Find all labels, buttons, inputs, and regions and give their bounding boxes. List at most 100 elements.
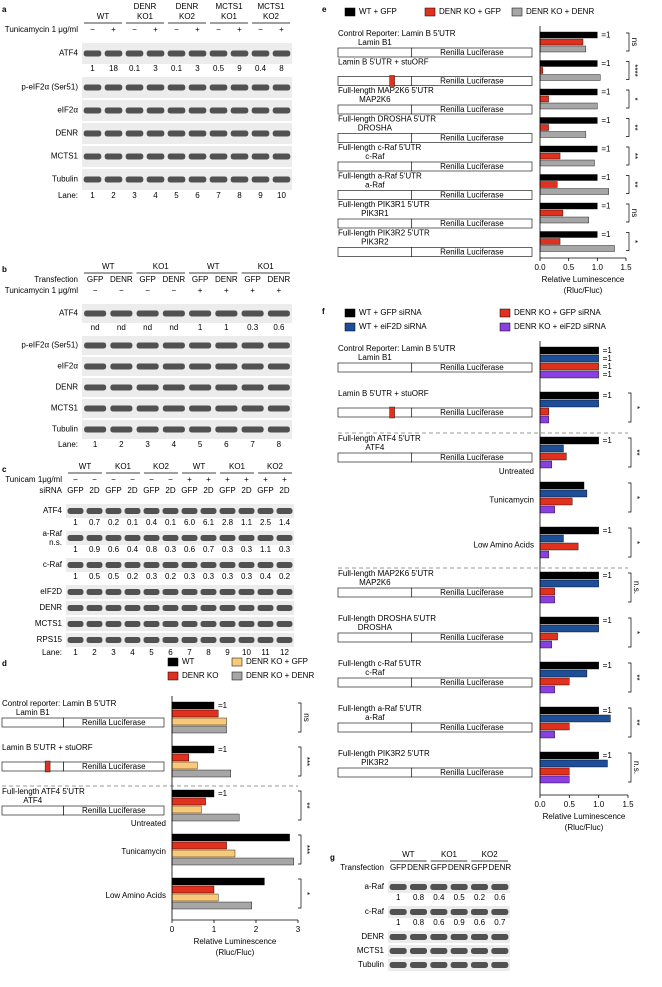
- band: [257, 605, 274, 611]
- reporter-label: Renilla Luciferase: [440, 453, 504, 462]
- band: [104, 84, 123, 91]
- blot-strip: [82, 378, 292, 397]
- blot-strip: [82, 77, 292, 98]
- bar: [539, 391, 599, 400]
- bar: [539, 407, 550, 416]
- value-label: =1: [601, 173, 611, 182]
- band: [188, 50, 207, 57]
- band: [276, 621, 293, 627]
- x-tick-label: 1.0: [592, 263, 604, 272]
- band: [143, 637, 160, 643]
- group-header: KO2: [482, 850, 499, 859]
- panel-letter: f: [322, 307, 325, 316]
- band: [124, 637, 141, 643]
- utr-box: [337, 218, 413, 229]
- band: [251, 130, 270, 137]
- quant: 1: [198, 323, 203, 332]
- band: [162, 589, 179, 595]
- band: [276, 508, 293, 514]
- band: [200, 508, 217, 514]
- row-label: eIF2α: [57, 362, 78, 371]
- band: [491, 884, 509, 890]
- quant: 1.4: [279, 518, 291, 527]
- bar: [539, 31, 598, 39]
- bar: [171, 841, 227, 850]
- band: [189, 426, 212, 433]
- significance: n.s.: [632, 581, 641, 594]
- quant: 8: [279, 64, 284, 73]
- group-header: WT: [79, 462, 92, 471]
- bar: [539, 526, 599, 535]
- band: [450, 934, 468, 940]
- construct-name: MAP2K6: [359, 95, 391, 104]
- band: [162, 363, 185, 370]
- panel-letter: g: [330, 853, 335, 862]
- legend-swatch: [344, 322, 356, 332]
- group-header: WT: [102, 262, 115, 271]
- group-header: KO1: [221, 12, 238, 21]
- condition-value: GFP: [67, 486, 83, 495]
- band: [162, 508, 179, 514]
- band: [189, 363, 212, 370]
- group-header: WT: [207, 262, 220, 271]
- band: [219, 508, 236, 514]
- band: [251, 153, 270, 160]
- bar: [539, 579, 599, 588]
- lane-number: 7: [216, 191, 221, 200]
- legend-label: WT + GFP: [359, 7, 397, 16]
- x-tick-label: 0.5: [563, 263, 575, 272]
- construct-title: Full-length PIK3R2 5'UTR: [338, 229, 430, 238]
- construct-name: ATF4: [365, 443, 385, 452]
- bar: [539, 174, 598, 181]
- band: [167, 130, 186, 137]
- utr-box: [337, 161, 413, 172]
- quant: 0.4: [260, 572, 272, 581]
- quant: 1.1: [260, 545, 272, 554]
- lane-number: 2: [92, 648, 97, 657]
- value-label: =1: [218, 789, 228, 798]
- bar: [539, 152, 561, 160]
- lane-number: 8: [206, 648, 211, 657]
- lane-number: 4: [130, 648, 135, 657]
- band: [272, 84, 291, 91]
- band: [84, 405, 107, 412]
- reporter-label: Renilla Luciferase: [440, 678, 504, 687]
- lane-number: 1: [73, 648, 78, 657]
- quant: 1: [396, 893, 401, 902]
- condition-value: 2D: [165, 486, 175, 495]
- band: [104, 153, 123, 160]
- lane-number: 10: [242, 648, 251, 657]
- band: [104, 130, 123, 137]
- construct-title: Lamin B 5'UTR + stuORF: [338, 389, 429, 398]
- quant: 0.5: [454, 893, 466, 902]
- panel-letter: d: [2, 659, 7, 668]
- condition-value: +: [187, 475, 192, 484]
- bar: [539, 209, 564, 217]
- band: [389, 884, 407, 890]
- band: [83, 153, 102, 160]
- row-sublabel: n.s.: [49, 538, 62, 547]
- band: [125, 176, 144, 183]
- value-label: =1: [603, 436, 613, 445]
- quant: nd: [117, 323, 126, 332]
- band: [125, 130, 144, 137]
- luciferase-box: [411, 452, 533, 463]
- band: [181, 508, 198, 514]
- band: [162, 605, 179, 611]
- row-label: Tubulin: [52, 425, 78, 434]
- utr-box: [337, 247, 413, 257]
- value-label: =1: [601, 31, 611, 40]
- row-label: p-eIF2α (Ser51): [21, 341, 78, 350]
- x-tick-label: 1: [212, 925, 217, 934]
- x-tick-label: 0: [170, 925, 175, 934]
- lane-number: 4: [153, 191, 158, 200]
- reporter-label: Renilla Luciferase: [440, 162, 504, 171]
- band: [209, 84, 228, 91]
- condition-value: GFP: [244, 275, 260, 284]
- construct-name: Lamin B1: [16, 708, 50, 717]
- quant: 0.4: [433, 893, 445, 902]
- band: [167, 107, 186, 114]
- reporter-label: Renilla Luciferase: [440, 408, 504, 417]
- bar: [539, 775, 570, 784]
- condition-value: 2D: [127, 486, 137, 495]
